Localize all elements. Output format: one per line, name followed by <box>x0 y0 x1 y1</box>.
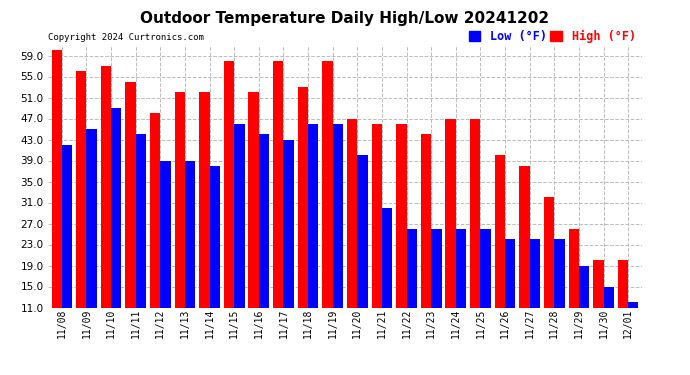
Bar <box>456 229 466 308</box>
Bar <box>357 155 368 308</box>
Bar <box>628 302 638 307</box>
Bar <box>322 61 333 308</box>
Bar <box>618 260 628 308</box>
Bar <box>185 160 195 308</box>
Bar <box>579 266 589 308</box>
Bar <box>210 166 220 308</box>
Bar <box>544 197 554 308</box>
Bar <box>52 50 62 308</box>
Bar <box>372 124 382 308</box>
Bar <box>224 61 234 308</box>
Bar <box>199 92 210 308</box>
Bar <box>86 129 97 308</box>
Bar <box>273 61 284 308</box>
Bar <box>569 229 579 308</box>
Bar <box>111 108 121 308</box>
Bar <box>347 118 357 308</box>
Bar <box>76 71 86 308</box>
Bar <box>495 155 505 308</box>
Bar <box>234 124 244 308</box>
Bar <box>421 134 431 308</box>
Bar <box>101 66 111 308</box>
Bar <box>259 134 269 308</box>
Legend: Low (°F), High (°F): Low (°F), High (°F) <box>469 30 635 43</box>
Bar <box>248 92 259 308</box>
Bar <box>406 229 417 308</box>
Bar <box>604 286 614 308</box>
Bar <box>396 124 406 308</box>
Bar <box>160 160 170 308</box>
Bar <box>308 124 318 308</box>
Bar <box>470 118 480 308</box>
Bar <box>505 239 515 308</box>
Text: Copyright 2024 Curtronics.com: Copyright 2024 Curtronics.com <box>48 33 204 42</box>
Bar <box>284 140 294 308</box>
Bar <box>175 92 185 308</box>
Bar <box>150 113 160 308</box>
Bar <box>446 118 456 308</box>
Bar <box>136 134 146 308</box>
Bar <box>333 124 343 308</box>
Bar <box>520 166 530 308</box>
Bar <box>126 82 136 308</box>
Bar <box>382 208 393 308</box>
Bar <box>480 229 491 308</box>
Bar <box>593 260 604 308</box>
Bar <box>554 239 564 308</box>
Bar <box>297 87 308 308</box>
Bar <box>62 145 72 308</box>
Bar <box>530 239 540 308</box>
Text: Outdoor Temperature Daily High/Low 20241202: Outdoor Temperature Daily High/Low 20241… <box>141 11 549 26</box>
Bar <box>431 229 442 308</box>
